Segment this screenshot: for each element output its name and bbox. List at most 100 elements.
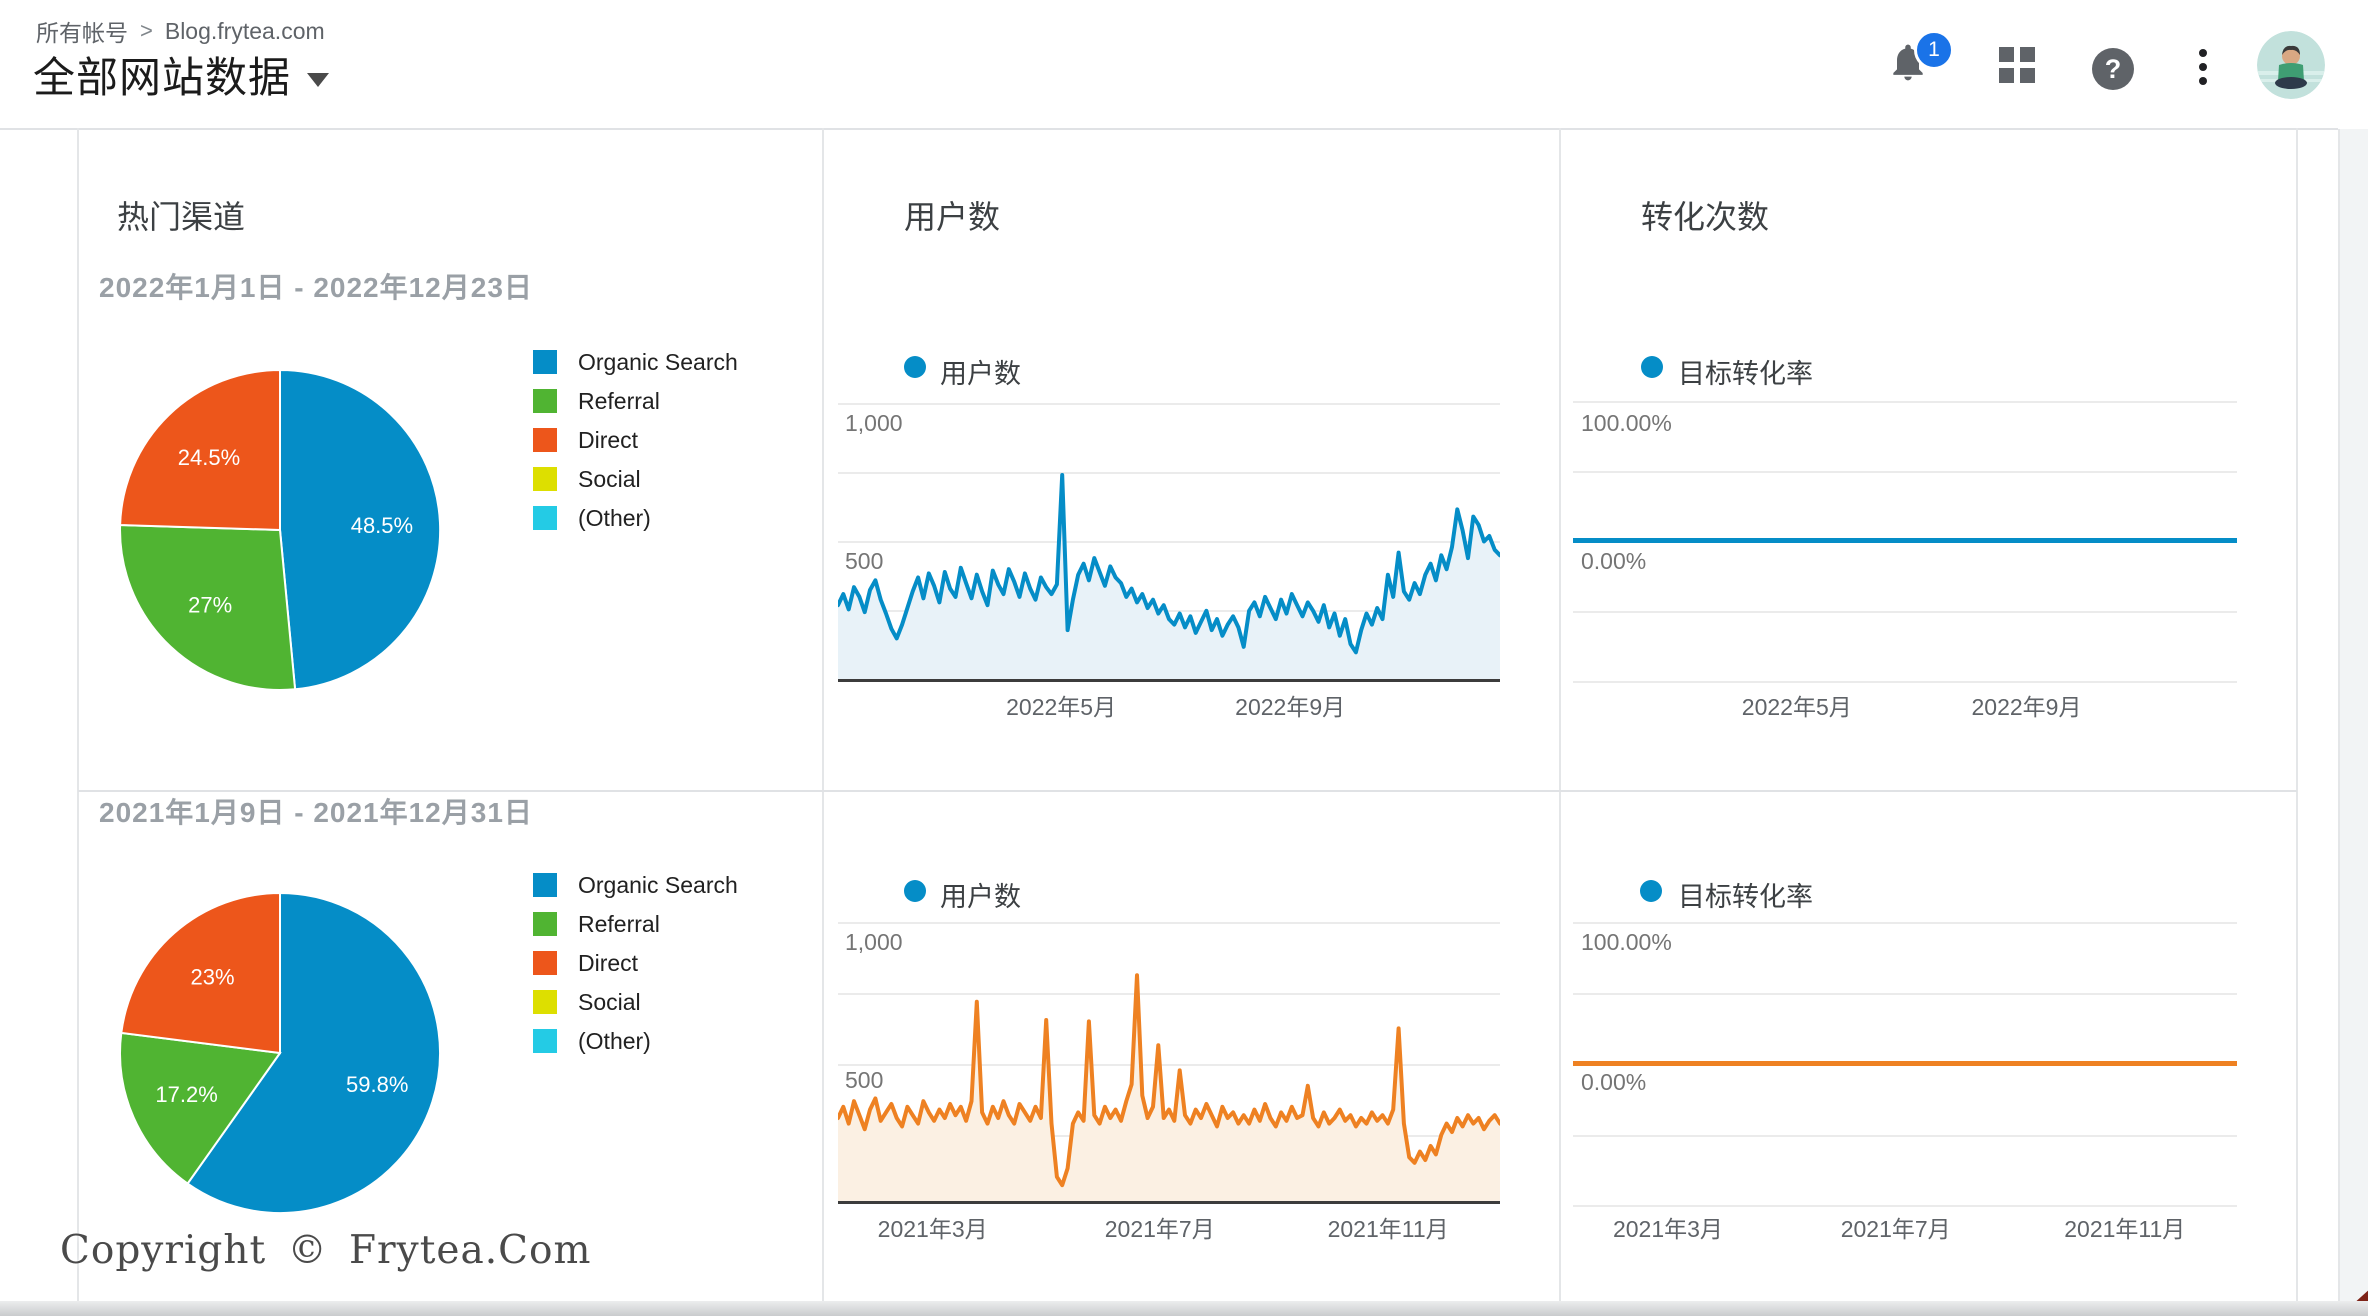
channels-pie-2022: 48.5% 27% 24.5%	[119, 368, 442, 691]
header-divider	[0, 128, 2338, 130]
x-axis-label: 2022年5月	[1741, 694, 1852, 720]
grid-square	[2020, 47, 2035, 62]
avatar-illustration	[2257, 31, 2325, 99]
legend-item: Direct	[533, 428, 638, 452]
legend-label: Organic Search	[578, 349, 738, 375]
series-dot	[904, 880, 926, 902]
breadcrumb-account[interactable]: 所有帐号	[36, 20, 128, 46]
legend-label: (Other)	[578, 1028, 651, 1054]
channels-card-title: 热门渠道	[117, 199, 246, 235]
grid-square	[1999, 68, 2014, 83]
chart-gridline	[838, 1064, 1500, 1066]
legend-swatch	[533, 350, 557, 374]
legend-label: Organic Search	[578, 872, 738, 898]
grid-square	[2020, 68, 2035, 83]
y-axis-label: 0.00%	[1581, 1069, 1647, 1095]
x-axis-label: 2021年11月	[1327, 1216, 1449, 1242]
notifications-button[interactable]: 1	[1886, 30, 1956, 98]
card-border-left	[77, 128, 79, 1316]
chart-gridline	[838, 993, 1500, 995]
pie-slice	[119, 523, 297, 691]
y-axis-label: 500	[845, 548, 884, 574]
legend-swatch	[533, 990, 557, 1014]
users-series-legend-2021: 用户数	[940, 882, 1021, 912]
view-selector[interactable]: 全部网站数据	[33, 44, 330, 105]
pie-slice	[186, 891, 442, 1214]
avatar[interactable]	[2257, 31, 2325, 99]
chart-gridline	[1573, 681, 2237, 683]
chart-axis	[838, 1201, 1500, 1204]
chart-axis	[838, 679, 1500, 682]
legend-label: Social	[578, 989, 641, 1015]
help-icon[interactable]: ?	[2092, 48, 2134, 90]
legend-swatch	[533, 389, 557, 413]
series-line	[838, 973, 1500, 1188]
legend-label: Direct	[578, 950, 639, 976]
chart-gridline	[1573, 993, 2237, 995]
chart-gridline	[1573, 471, 2237, 473]
breadcrumb: 所有帐号 > Blog.frytea.com	[36, 14, 325, 48]
line-series	[838, 473, 1500, 680]
apps-grid-icon[interactable]	[1999, 47, 2035, 83]
pie-percentage-label: 48.5%	[351, 513, 413, 538]
chart-gridline	[838, 922, 1500, 924]
pie-percentage-label: 59.8%	[346, 1072, 408, 1097]
page-title: 全部网站数据	[33, 54, 292, 101]
pie-slice	[120, 891, 281, 1055]
chart-gridline	[1573, 922, 2237, 924]
legend-item: (Other)	[533, 1029, 651, 1053]
card-border-col2-col3	[1559, 128, 1561, 1316]
date-range-2021: 2021年1月9日 - 2021年12月31日	[99, 797, 533, 828]
flat-line-series	[1573, 538, 2237, 543]
right-edge-strip	[2338, 129, 2368, 1316]
notification-badge: 1	[1914, 30, 1954, 70]
legend-item: Social	[533, 467, 641, 491]
legend-swatch	[533, 873, 557, 897]
series-dot	[1641, 356, 1663, 378]
series-dot	[904, 356, 926, 378]
legend-item: Organic Search	[533, 873, 738, 897]
legend-swatch	[533, 428, 557, 452]
legend-swatch	[533, 1029, 557, 1053]
channels-pie-2021: 59.8% 17.2% 23%	[119, 891, 442, 1214]
series-area	[838, 475, 1500, 680]
legend-swatch	[533, 912, 557, 936]
flat-line-series	[1573, 1061, 2237, 1066]
card-border-right	[2296, 128, 2298, 1316]
legend-item: Referral	[533, 912, 660, 936]
pie-slice	[119, 1031, 282, 1185]
x-axis-label: 2021年3月	[1612, 1216, 1723, 1242]
more-options-icon[interactable]	[2199, 49, 2207, 85]
legend-label: Direct	[578, 427, 639, 453]
legend-label: Social	[578, 466, 641, 492]
x-axis-label: 2022年9月	[1971, 694, 2082, 720]
line-series	[838, 973, 1500, 1202]
dot	[2199, 63, 2207, 71]
legend-label: Referral	[578, 911, 660, 937]
chart-gridline	[838, 541, 1500, 543]
series-dot	[1640, 880, 1662, 902]
row-divider	[78, 790, 2297, 792]
dot	[2199, 49, 2207, 57]
pie-percentage-label: 27%	[188, 592, 232, 617]
pie-percentage-label: 17.2%	[155, 1082, 217, 1107]
series-area	[838, 975, 1500, 1202]
legend-item: Direct	[533, 951, 638, 975]
breadcrumb-separator-icon: >	[140, 18, 153, 43]
conv-series-legend-2021: 目标转化率	[1678, 882, 1813, 912]
breadcrumb-property[interactable]: Blog.frytea.com	[164, 17, 325, 44]
chart-gridline	[1573, 611, 2237, 613]
legend-swatch	[533, 951, 557, 975]
chart-gridline	[838, 472, 1500, 474]
pie-slice	[119, 368, 281, 532]
pie-percentage-label: 24.5%	[178, 445, 240, 470]
x-axis-label: 2021年3月	[877, 1216, 988, 1242]
legend-item: Referral	[533, 389, 660, 413]
chart-gridline	[838, 403, 1500, 405]
x-axis-label: 2022年9月	[1235, 694, 1346, 720]
users-series-legend-2022: 用户数	[940, 359, 1021, 389]
users-card-title: 用户数	[904, 199, 1001, 235]
chevron-down-icon[interactable]	[307, 72, 330, 87]
series-line	[838, 473, 1500, 655]
